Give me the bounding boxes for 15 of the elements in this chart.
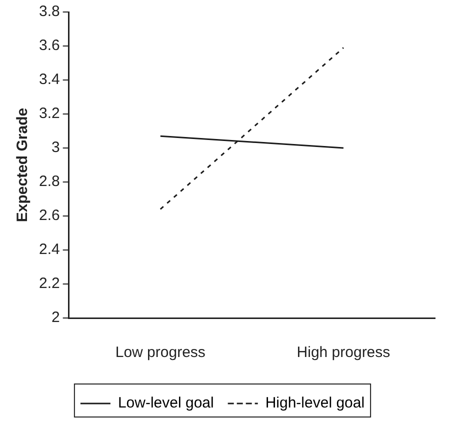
y-tick-label: 2.4	[38, 241, 60, 258]
y-tick-label: 2.8	[38, 173, 60, 190]
x-tick-label: Low progress	[115, 344, 206, 362]
y-tick-label: 3.6	[38, 37, 60, 54]
x-tick-label: High progress	[296, 344, 390, 362]
y-tick-label: 3.4	[38, 71, 60, 88]
y-tick-label: 3	[52, 139, 60, 156]
y-tick-label: 3.8	[38, 3, 60, 20]
legend-label: Low-level goal	[118, 394, 214, 412]
y-tick-label: 3.2	[38, 105, 60, 122]
y-tick-label: 2.6	[38, 207, 60, 224]
y-axis-title: Expected Grade	[14, 108, 32, 222]
y-tick-label: 2.2	[38, 275, 60, 292]
legend-label: High-level goal	[265, 394, 365, 412]
y-tick-label: 2	[52, 309, 60, 326]
